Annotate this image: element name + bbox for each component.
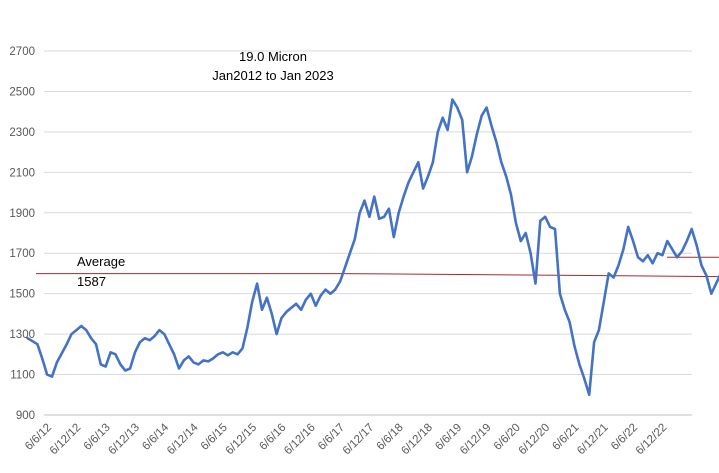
average-annotation: Average 1587 [77, 254, 125, 289]
y-tick-label-1100: 1100 [10, 370, 35, 382]
series-line [26, 98, 719, 397]
average-line-segment-2 [339, 273, 719, 278]
y-tick-label-1900: 1900 [9, 208, 35, 220]
y-tick-label-1700: 1700 [9, 248, 35, 260]
y-tick-label-1500: 1500 [9, 289, 35, 301]
average-value: 1587 [77, 274, 106, 289]
y-tick-label-900: 900 [16, 410, 35, 422]
y-tick-label-2300: 2300 [9, 127, 35, 139]
series-layer [26, 98, 719, 397]
y-tick-label-2100: 2100 [9, 167, 35, 179]
chart-title: 19.0 Micron Jan2012 to Jan 2023 [212, 49, 333, 83]
chart-title-line-2: Jan2012 to Jan 2023 [212, 68, 333, 83]
y-tick-label-2700: 2700 [9, 46, 35, 58]
y-tick-label-2500: 2500 [9, 86, 35, 98]
average-label: Average [77, 254, 125, 269]
chart-title-line-1: 19.0 Micron [239, 49, 307, 64]
